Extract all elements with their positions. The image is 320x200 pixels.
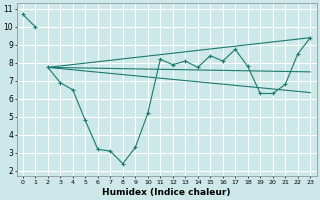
X-axis label: Humidex (Indice chaleur): Humidex (Indice chaleur) [102, 188, 231, 197]
